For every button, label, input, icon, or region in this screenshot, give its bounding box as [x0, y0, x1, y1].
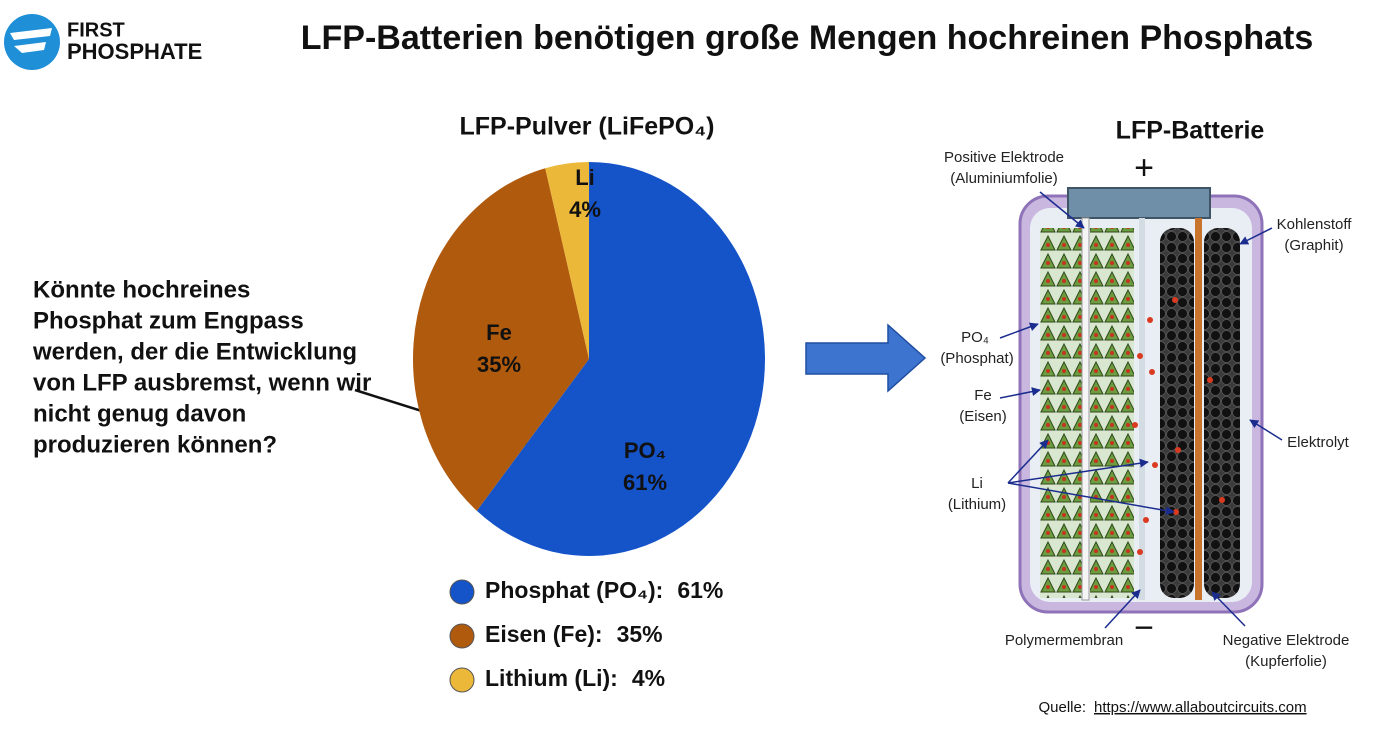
pie: PO₄ 61% Fe 35% Li 4% [412, 162, 766, 556]
slice-value: 4% [569, 197, 601, 222]
diagram-label: Fe [974, 387, 992, 404]
question-line: produzieren können? [33, 431, 277, 458]
question: Könnte hochreines Phosphat zum Engpass wer… [32, 276, 371, 458]
diagram-label: Polymermembran [1005, 632, 1123, 649]
battery: LFP-Batterie + − Positive Elektrode (Alu… [940, 117, 1352, 670]
slice-label: PO₄ [624, 438, 666, 463]
diagram-label: PO₄ [961, 329, 989, 346]
logo-text: FIRST [67, 19, 125, 41]
diagram-label: Elektrolyt [1287, 434, 1350, 451]
legend: Phosphat (PO₄): 61% Eisen (Fe): 35% Lithium … [449, 577, 723, 693]
slice-label: Li [575, 165, 595, 190]
diagram-label: (Aluminiumfolie) [950, 170, 1058, 187]
plus-sign: + [1134, 149, 1154, 187]
diagram-title: LFP-Batterie [1116, 117, 1265, 145]
source-link[interactable]: https://www.allaboutcircuits.com [1094, 699, 1307, 716]
question-line: Phosphat zum Engpass [33, 307, 304, 334]
diagram-label: (Lithium) [948, 496, 1006, 513]
legend-label: Phosphat (PO₄): [485, 577, 663, 603]
diagram-label: (Eisen) [959, 408, 1007, 425]
diagram-label: (Phosphat) [940, 350, 1013, 367]
page-title: LFP-Batterien benötigen große Mengen hoc… [301, 19, 1314, 57]
legend-swatch [449, 667, 475, 693]
slice-value: 61% [623, 470, 667, 495]
legend-swatch [449, 579, 475, 605]
chart-title: LFP-Pulver (LiFePO₄) [460, 113, 715, 141]
legend-value: 61% [677, 577, 723, 603]
diagram-label: Li [971, 475, 983, 492]
pie-slice [412, 168, 589, 511]
logo: FIRST PHOSPHATE [4, 14, 202, 70]
diagram-label: Negative Elektrode [1223, 632, 1350, 649]
diagram-label: Kohlenstoff [1277, 216, 1353, 233]
slice-label: Fe [486, 320, 512, 345]
legend-swatch [449, 623, 475, 649]
legend-label: Lithium (Li): [485, 665, 618, 691]
source-label: Quelle: [1038, 699, 1086, 716]
diagram-label: (Kupferfolie) [1245, 653, 1327, 670]
diagram-label: (Graphit) [1284, 237, 1343, 254]
question-line: Könnte hochreines [33, 276, 250, 303]
pie-slice [545, 162, 589, 359]
pie-slice [476, 162, 766, 556]
legend-label: Eisen (Fe): [485, 621, 603, 647]
slice-value: 35% [477, 352, 521, 377]
question-line: nicht genug davon [33, 400, 246, 427]
question-line: von LFP ausbremst, wenn wir [33, 369, 371, 396]
flow-arrow [805, 323, 927, 393]
logo-text: PHOSPHATE [67, 39, 202, 64]
minus-sign: − [1134, 609, 1154, 647]
question-line: werden, der die Entwicklung [32, 338, 357, 365]
legend-value: 4% [632, 665, 665, 691]
diagram-label: Positive Elektrode [944, 149, 1064, 166]
legend-value: 35% [617, 621, 663, 647]
